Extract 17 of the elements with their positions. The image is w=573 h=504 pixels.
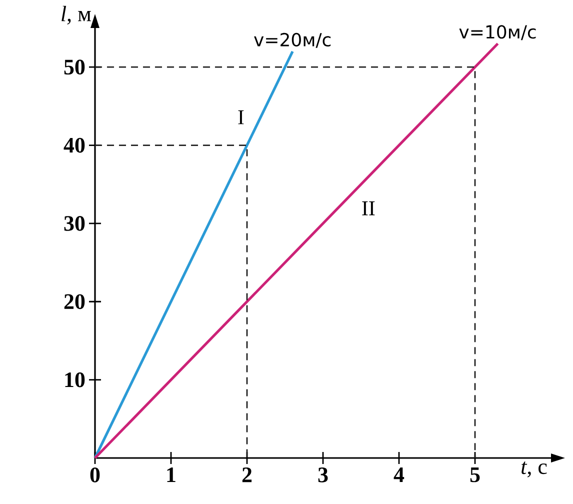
y-tick-label: 50 <box>64 60 85 75</box>
x-axis-title: t, с <box>522 462 547 478</box>
series-label: I <box>238 110 244 124</box>
annotation: v=20м/с <box>254 32 331 48</box>
x-tick-label: 3 <box>318 468 328 482</box>
x-tick-label: 5 <box>470 468 480 482</box>
y-axis-title: l, м <box>62 6 91 24</box>
series-label: II <box>362 201 375 216</box>
x-tick-label: 0 <box>90 468 100 482</box>
x-tick-label: 4 <box>394 468 404 482</box>
annotation: v=10м/с <box>459 25 536 40</box>
x-tick-label: 1 <box>167 468 176 482</box>
y-tick-label: 20 <box>64 294 85 310</box>
y-tick-label: 40 <box>64 138 85 153</box>
y-tick-label: 30 <box>64 216 85 231</box>
x-tick-label: 2 <box>242 468 252 482</box>
y-tick-label: 10 <box>65 372 85 388</box>
